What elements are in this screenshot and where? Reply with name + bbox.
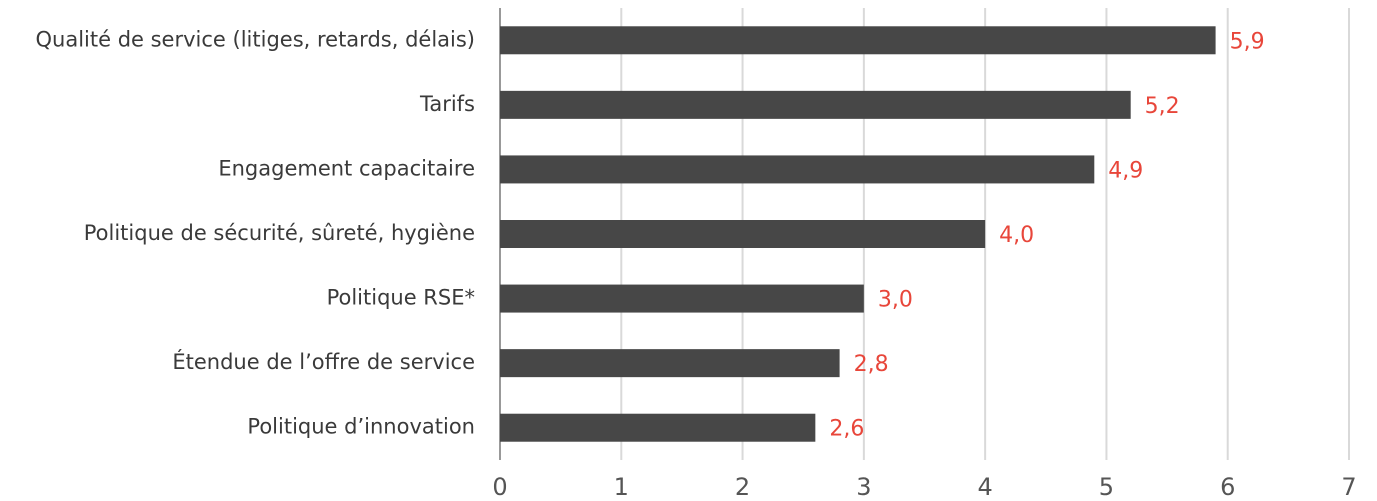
category-label: Engagement capacitaire (218, 156, 475, 180)
value-label: 2,6 (829, 417, 864, 442)
x-tick-label: 4 (978, 473, 993, 501)
x-tick-label: 5 (1099, 473, 1114, 501)
value-label: 3,0 (878, 288, 913, 313)
category-label: Étendue de l’offre de service (172, 349, 475, 374)
category-label: Tarifs (419, 92, 475, 116)
x-tick-label: 2 (735, 473, 750, 501)
bar (500, 284, 864, 313)
bar (500, 413, 816, 442)
category-label: Politique de sécurité, sûreté, hygiène (84, 221, 475, 245)
bar (500, 220, 986, 248)
value-label: 4,0 (999, 223, 1034, 248)
x-tick-label: 3 (856, 473, 871, 501)
x-tick-label: 1 (614, 473, 629, 501)
bar (500, 90, 1131, 119)
x-tick-label: 7 (1341, 473, 1356, 501)
bar (500, 26, 1216, 55)
bar (500, 349, 840, 378)
category-label: Qualité de service (litiges, retards, dé… (35, 27, 475, 51)
x-tick-label: 0 (492, 473, 507, 501)
value-label: 5,9 (1230, 29, 1265, 54)
value-label: 4,9 (1108, 158, 1143, 183)
bar (500, 155, 1095, 184)
category-label: Politique RSE* (327, 286, 475, 310)
category-label: Politique d’innovation (247, 415, 475, 439)
value-label: 2,8 (854, 352, 889, 377)
x-tick-label: 6 (1220, 473, 1235, 501)
value-label: 5,2 (1145, 94, 1180, 119)
